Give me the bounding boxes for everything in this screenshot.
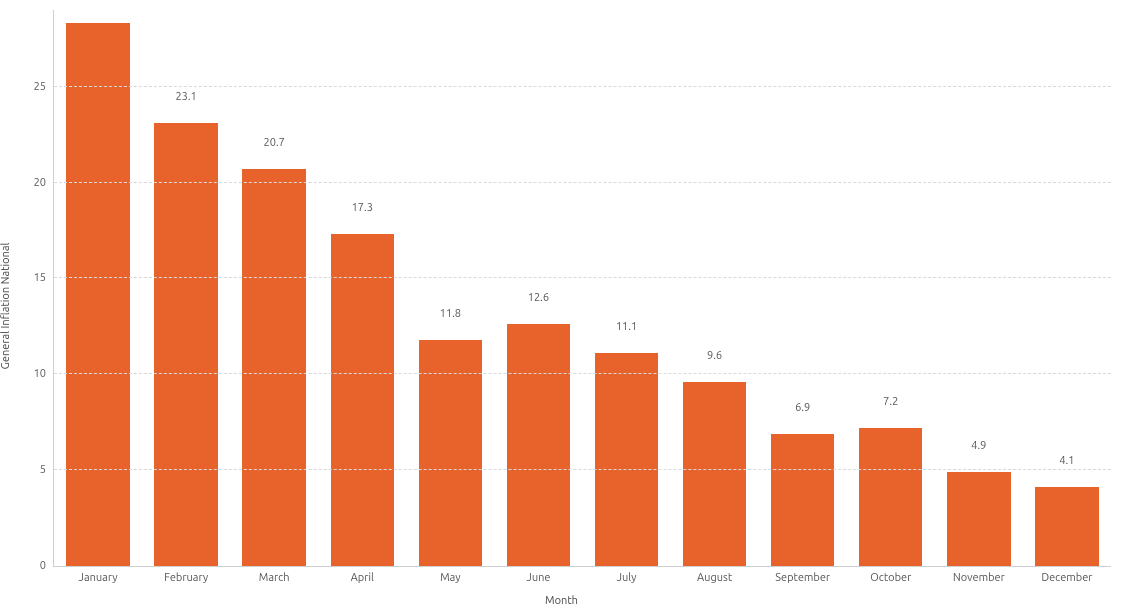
x-tick-label: July (582, 566, 670, 584)
y-tick-label: 20 (34, 177, 54, 189)
bar-value-label: 6.9 (795, 402, 810, 418)
bar-slot: 11.8May (406, 10, 494, 566)
bar-slot: 9.6August (671, 10, 759, 566)
inflation-bar-chart: General Inflation National 28.3January23… (0, 0, 1123, 611)
bar (947, 472, 1010, 566)
bars-container: 28.3January23.1February20.7March17.3Apri… (54, 10, 1111, 566)
bar-value-label: 4.9 (971, 440, 986, 456)
bar (683, 382, 746, 566)
bar-slot: 11.1July (582, 10, 670, 566)
x-tick-label: December (1023, 566, 1111, 584)
bar-value-label: 9.6 (707, 350, 722, 366)
x-tick-label: November (935, 566, 1023, 584)
bar-value-label: 11.1 (616, 321, 637, 337)
bar (331, 234, 394, 566)
y-tick-label: 15 (34, 272, 54, 284)
bar-slot: 4.9November (935, 10, 1023, 566)
y-tick-label: 5 (40, 464, 54, 476)
bar-value-label: 28.3 (87, 0, 108, 7)
bar-slot: 12.6June (494, 10, 582, 566)
bar-slot: 23.1February (142, 10, 230, 566)
bar-slot: 4.1December (1023, 10, 1111, 566)
y-axis-title: General Inflation National (0, 242, 12, 369)
gridline (54, 277, 1111, 278)
bar-value-label: 17.3 (352, 202, 373, 218)
x-tick-label: August (671, 566, 759, 584)
bar-slot: 17.3April (318, 10, 406, 566)
bar-value-label: 12.6 (528, 292, 549, 308)
gridline (54, 373, 1111, 374)
bar-slot: 6.9September (759, 10, 847, 566)
x-tick-label: June (494, 566, 582, 584)
bar-value-label: 23.1 (175, 91, 196, 107)
bar-slot: 7.2October (847, 10, 935, 566)
bar (66, 23, 129, 566)
bar (595, 353, 658, 566)
bar-value-label: 7.2 (883, 396, 898, 412)
bar (507, 324, 570, 566)
gridline (54, 469, 1111, 470)
bar (242, 169, 305, 566)
x-axis-title: Month (0, 595, 1123, 607)
gridline (54, 182, 1111, 183)
bar-slot: 20.7March (230, 10, 318, 566)
bar (771, 434, 834, 566)
bar (859, 428, 922, 566)
x-tick-label: April (318, 566, 406, 584)
x-tick-label: March (230, 566, 318, 584)
x-tick-label: February (142, 566, 230, 584)
x-tick-label: October (847, 566, 935, 584)
bar-value-label: 20.7 (264, 137, 285, 153)
y-tick-label: 25 (34, 81, 54, 93)
bar (1035, 487, 1098, 566)
x-tick-label: May (406, 566, 494, 584)
y-tick-label: 0 (40, 560, 54, 572)
bar-slot: 28.3January (54, 10, 142, 566)
x-tick-label: January (54, 566, 142, 584)
gridline (54, 86, 1111, 87)
bar-value-label: 11.8 (440, 308, 461, 324)
y-tick-label: 10 (34, 368, 54, 380)
plot-area: 28.3January23.1February20.7March17.3Apri… (53, 10, 1111, 567)
bar (154, 123, 217, 566)
x-tick-label: September (759, 566, 847, 584)
